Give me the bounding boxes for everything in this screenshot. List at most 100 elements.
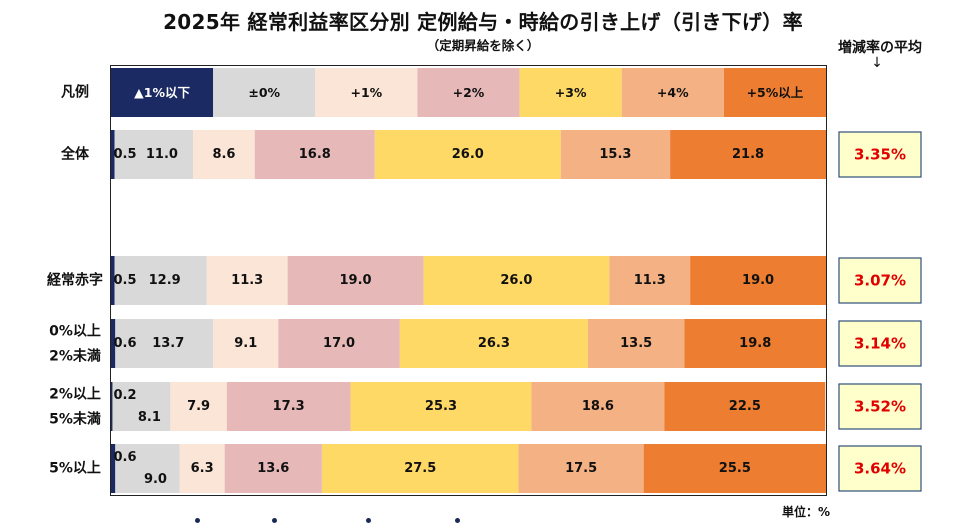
bar-segment [114,256,207,305]
bar-segment [226,382,351,431]
row-label: 全体 [60,146,90,163]
data-label: 27.5 [404,461,436,476]
bar-segment [111,256,115,305]
legend-label: +5%以上 [747,85,804,100]
plot-frame [110,65,827,496]
average-box [838,131,922,178]
bar-segment [111,382,114,431]
average-column-header: 増減率の平均 [838,40,922,56]
bar-segment [193,130,255,179]
bar-segment [423,256,610,305]
bar-segment [643,444,826,493]
bar-segment [224,444,322,493]
data-label: 13.6 [257,461,289,476]
legend-swatch [723,68,826,117]
data-label: 25.3 [425,399,457,414]
data-label: 26.0 [500,273,532,288]
bar-segment [115,444,180,493]
data-label: 17.0 [323,336,355,351]
bar-segment [111,319,116,368]
data-label: 15.3 [599,147,631,162]
data-label: 17.3 [273,399,305,414]
data-label: 19.0 [339,273,371,288]
legend-row-label: 凡例 [61,84,89,101]
data-label: 26.3 [478,336,510,351]
bar-segment [399,319,588,368]
legend-swatch [621,68,724,117]
legend-swatch [111,68,214,117]
bar-segment [206,256,288,305]
legend-swatch [519,68,622,117]
row-label: 経常赤字 [47,272,103,289]
data-label: 0.6 [113,336,136,351]
data-label: 19.8 [739,336,771,351]
legend-label: ±0% [248,85,280,100]
bar-segment [374,130,561,179]
legend-label: ▲1%以下 [134,85,190,100]
unit-label: 単位：% [781,505,830,519]
data-label: 18.6 [582,399,614,414]
row-label: 2%未満 [49,348,101,365]
bar-segment [278,319,400,368]
data-label: 12.9 [149,273,181,288]
data-label: 13.7 [152,336,184,351]
data-label: 25.5 [719,461,751,476]
data-label: 22.5 [729,399,761,414]
legend-swatch [315,68,418,117]
legend-label: +2% [453,85,485,100]
average-value: 3.07% [854,272,906,290]
data-label: 7.9 [187,399,210,414]
data-label: 0.6 [113,450,136,465]
data-label: 0.5 [113,147,136,162]
bar-segment [670,130,826,179]
chart-title: 2025年 経常利益率区分別 定例給与・時給の引き上げ（引き下げ）率 [163,10,803,34]
axis-dot [455,518,460,523]
bar-segment [321,444,519,493]
bar-segment [114,130,194,179]
average-box [838,257,922,304]
data-label: 11.0 [146,147,178,162]
legend-label: +1% [351,85,383,100]
bar-segment [213,319,279,368]
axis-dot [366,518,371,523]
bar-segment [684,319,826,368]
average-value: 3.35% [854,146,906,164]
row-label: 5%未満 [49,411,101,428]
axis-dot [272,518,277,523]
bar-segment [254,130,375,179]
bar-segment [609,256,691,305]
data-label: 0.5 [113,273,136,288]
bar-segment [560,130,671,179]
bar-segment [111,444,116,493]
bar-segment [518,444,644,493]
row-label: 2%以上 [49,387,101,403]
bar-segment [690,256,826,305]
average-value: 3.64% [854,460,906,478]
average-box [838,383,922,430]
legend-label: +4% [657,85,689,100]
data-label: 16.8 [299,147,331,162]
bar-segment [115,319,214,368]
row-label: 0%以上 [49,324,101,340]
average-value: 3.52% [854,398,906,416]
data-label: 13.5 [620,336,652,351]
axis-dot [195,518,200,523]
data-label: 8.1 [138,410,161,425]
data-label: 11.3 [231,273,263,288]
row-label: 5%以上 [49,461,101,477]
bar-segment [111,130,115,179]
average-box [838,320,922,367]
average-value: 3.14% [854,335,906,353]
legend-label: +3% [555,85,587,100]
legend-swatch [213,68,316,117]
data-label: 0.2 [113,388,136,403]
bar-segment [664,382,826,431]
data-label: 9.1 [234,336,257,351]
bar-segment [179,444,225,493]
bar-segment [350,382,532,431]
average-box [838,445,922,492]
data-label: 11.3 [634,273,666,288]
data-label: 17.5 [565,461,597,476]
bar-segment [587,319,685,368]
